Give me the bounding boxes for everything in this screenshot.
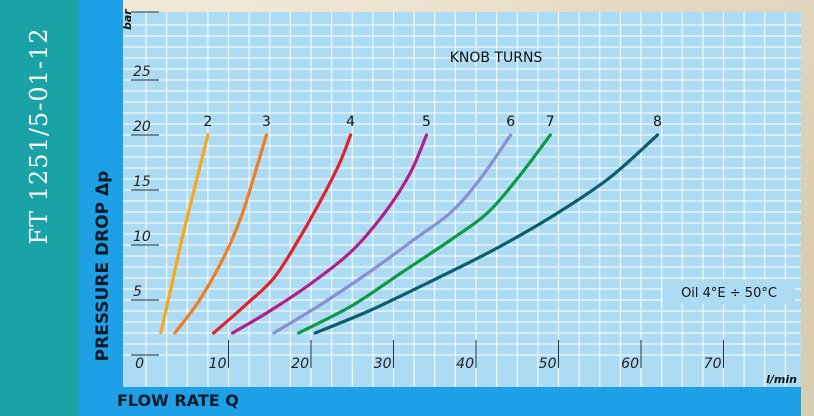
y-tick-label: 25 bbox=[133, 64, 151, 80]
x-tick-label: 50 bbox=[539, 356, 557, 372]
series-label-4: 4 bbox=[346, 114, 355, 130]
chart-title: KNOB TURNS bbox=[450, 50, 543, 66]
y-tick-label: 10 bbox=[133, 229, 151, 245]
x-tick-label: 20 bbox=[291, 356, 309, 372]
x-tick-label: 70 bbox=[704, 356, 722, 372]
x-tick-label: 30 bbox=[374, 356, 392, 372]
annotation: Oil 4°E ÷ 50°C bbox=[681, 286, 777, 301]
series-label-7: 7 bbox=[546, 114, 555, 130]
y-unit-label: bar bbox=[121, 9, 134, 30]
x-tick-label: 40 bbox=[456, 356, 474, 372]
y-tick-label: 5 bbox=[133, 284, 142, 300]
y-tick-label: 15 bbox=[133, 174, 151, 190]
x-unit-label: l/min bbox=[766, 373, 797, 386]
series-label-8: 8 bbox=[653, 114, 662, 130]
series-label-5: 5 bbox=[422, 114, 431, 130]
y-tick-label: 20 bbox=[133, 119, 151, 135]
x-tick-label: 60 bbox=[621, 356, 639, 372]
series-label-6: 6 bbox=[506, 114, 515, 130]
series-label-2: 2 bbox=[203, 114, 212, 130]
x-tick-label: 10 bbox=[209, 356, 227, 372]
x-tick-label: 0 bbox=[135, 356, 144, 372]
series-label-3: 3 bbox=[262, 114, 271, 130]
